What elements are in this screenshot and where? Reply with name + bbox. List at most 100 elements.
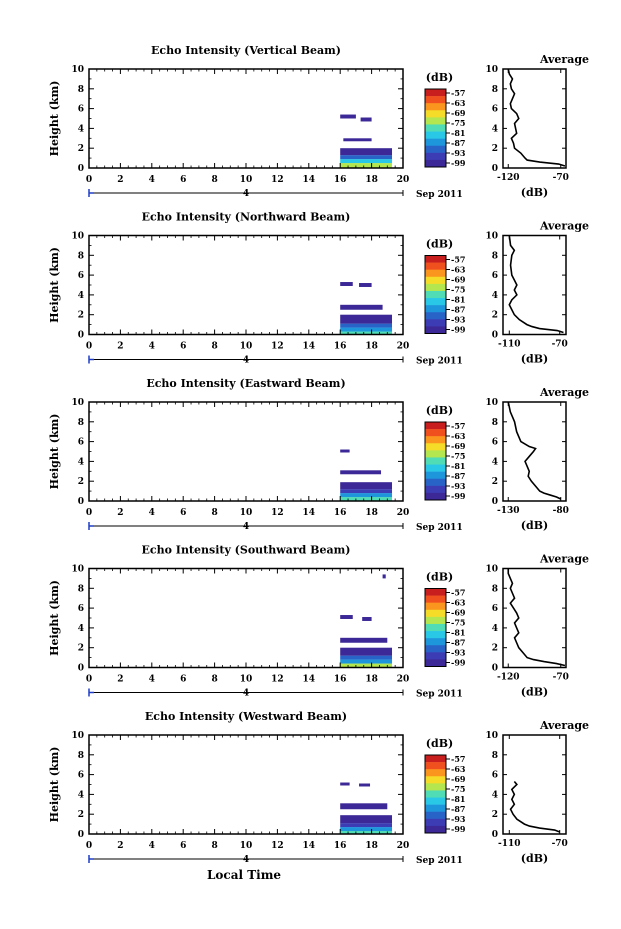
- average-profile-line: [507, 568, 566, 667]
- colorbar-tick-label: -75: [451, 285, 465, 295]
- echo-block: [340, 155, 393, 160]
- x-tick-label: 12: [271, 175, 284, 185]
- y-tick-label: 2: [78, 311, 84, 321]
- y-tick-label: 4: [78, 124, 84, 134]
- colorbar-tick-label: -69: [451, 108, 466, 118]
- x-tick-label: 14: [303, 841, 316, 851]
- avg-x-tick-label: -110: [498, 340, 521, 350]
- echo-block: [359, 283, 372, 287]
- echo-block: [340, 782, 350, 786]
- avg-y-tick-label: 2: [492, 810, 498, 820]
- colorbar-unit: (dB): [426, 71, 453, 84]
- y-tick-label: 4: [78, 624, 84, 634]
- average-frame: [502, 234, 567, 336]
- colorbar-swatch: [425, 422, 446, 430]
- colorbar-swatch: [425, 659, 446, 667]
- panel-title: Echo Intensity (Westward Beam): [145, 710, 347, 723]
- y-axis-label: Height (km): [48, 747, 61, 823]
- avg-y-tick-label: 0: [492, 830, 498, 840]
- avg-x-tick-label: -130: [497, 506, 520, 516]
- x-tick-label: 16: [334, 841, 347, 851]
- colorbar-swatch: [425, 755, 446, 763]
- x-tick-label: 14: [303, 342, 316, 352]
- colorbar-tick-label: -57: [451, 754, 465, 764]
- colorbar-tick-label: -63: [451, 265, 466, 275]
- x-tick-label: 20: [397, 342, 410, 352]
- y-tick-label: 10: [71, 731, 84, 741]
- colorbar-swatch: [425, 262, 446, 270]
- average-title: Average: [539, 53, 589, 66]
- x-tick-label: 8: [211, 175, 217, 185]
- avg-y-tick-label: 10: [485, 65, 498, 75]
- y-tick-label: 0: [78, 664, 84, 674]
- colorbar-tick-label: -57: [451, 588, 465, 598]
- colorbar-swatch: [425, 609, 446, 618]
- colorbar-unit: (dB): [426, 238, 453, 251]
- colorbar-swatch: [425, 790, 446, 798]
- avg-x-axis-label: (dB): [521, 186, 548, 199]
- colorbar-swatch: [425, 319, 446, 327]
- colorbar-swatch: [425, 124, 446, 132]
- avg-y-tick-label: 6: [492, 604, 498, 614]
- colorbar-swatch: [425, 269, 446, 278]
- x-tick-label: 2: [117, 841, 123, 851]
- avg-y-tick-label: 0: [492, 664, 498, 674]
- colorbar-tick-label: -87: [451, 638, 465, 648]
- y-tick-label: 6: [78, 271, 84, 281]
- x-tick-label: 16: [334, 675, 347, 685]
- panel-title: Echo Intensity (Eastward Beam): [146, 377, 345, 390]
- x-tick-label: 4: [149, 342, 155, 352]
- colorbar-swatch: [425, 464, 446, 472]
- x-tick-label: 18: [365, 342, 378, 352]
- x-tick-label: 14: [303, 675, 316, 685]
- average-frame: [502, 68, 567, 169]
- colorbar-swatch: [425, 117, 446, 125]
- avg-x-tick-label: -70: [553, 173, 569, 183]
- x-tick-label: 0: [86, 675, 92, 685]
- date-label: Sep 2011: [416, 523, 463, 533]
- x-tick-label: 2: [117, 175, 123, 185]
- colorbar-tick-label: -93: [451, 814, 466, 824]
- y-tick-label: 6: [78, 604, 84, 614]
- echo-block: [343, 138, 372, 142]
- x-tick-label: 4: [149, 841, 155, 851]
- x-tick-label: 18: [365, 841, 378, 851]
- colorbar-tick-label: -81: [451, 295, 465, 305]
- colorbar-swatch: [425, 283, 446, 292]
- echo-block: [340, 314, 393, 324]
- average-frame: [502, 734, 567, 835]
- colorbar-tick-label: -93: [451, 481, 466, 491]
- echo-block: [340, 493, 393, 498]
- avg-y-tick-label: 6: [492, 105, 498, 115]
- colorbar-tick-label: -63: [451, 431, 466, 441]
- colorbar-tick-label: -75: [451, 618, 465, 628]
- colorbar-swatch: [425, 131, 446, 139]
- colorbar-tick-label: -69: [451, 275, 466, 285]
- colorbar-tick-label: -99: [451, 658, 466, 668]
- colorbar-tick-label: -81: [451, 794, 465, 804]
- colorbar-tick-label: -87: [451, 138, 465, 148]
- colorbar-swatch: [425, 110, 446, 118]
- avg-y-tick-label: 6: [492, 271, 498, 281]
- colorbar-tick-label: -75: [451, 784, 465, 794]
- x-tick-label: 8: [211, 841, 217, 851]
- colorbar-swatch: [425, 429, 446, 437]
- avg-x-axis-label: (dB): [521, 686, 548, 699]
- x-tick-label: 14: [303, 175, 316, 185]
- x-tick-label: 10: [240, 342, 253, 352]
- avg-x-tick-label: -70: [552, 839, 568, 849]
- colorbar-swatch: [425, 159, 446, 168]
- date-label: Sep 2011: [416, 856, 463, 866]
- y-tick-label: 10: [71, 398, 84, 408]
- day-label: 4: [243, 189, 249, 199]
- x-tick-label: 16: [334, 508, 347, 518]
- colorbar-swatch: [425, 595, 446, 603]
- colorbar-tick-label: -75: [451, 451, 465, 461]
- avg-y-tick-label: 6: [492, 438, 498, 448]
- x-tick-label: 12: [271, 508, 284, 518]
- colorbar-tick-label: -57: [451, 88, 465, 98]
- colorbar-swatch: [425, 145, 446, 154]
- avg-y-tick-label: 8: [492, 751, 498, 761]
- colorbar-swatch: [425, 138, 446, 147]
